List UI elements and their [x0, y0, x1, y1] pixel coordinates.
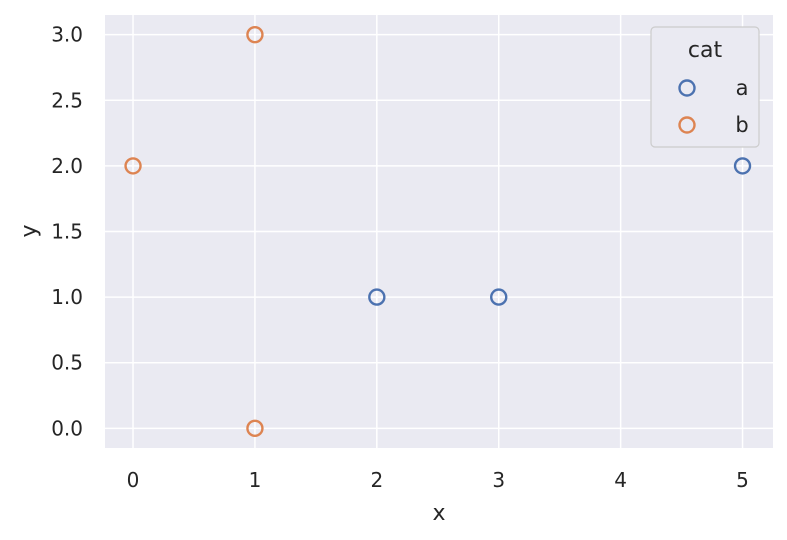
- data-point-a: [368, 288, 386, 306]
- legend-box: [650, 26, 760, 148]
- y-tick-label: 3.0: [51, 23, 83, 47]
- data-point-b: [246, 25, 264, 44]
- y-axis-label: y: [17, 224, 42, 237]
- y-tick-label: 0.5: [51, 351, 83, 375]
- grid: [105, 15, 773, 448]
- data-point-a: [490, 288, 508, 306]
- legend-label-b: b: [735, 113, 748, 137]
- data-point-b: [246, 419, 264, 438]
- y-tick-label: 1.0: [51, 285, 83, 309]
- data-points: [124, 25, 752, 438]
- y-tick-label: 2.5: [51, 88, 83, 112]
- x-tick-label: 2: [370, 468, 383, 492]
- legend-label-a: a: [736, 76, 749, 100]
- legend-marker-b: [678, 116, 696, 134]
- x-tick-label: 3: [492, 468, 505, 492]
- y-tick-label: 2.0: [51, 154, 83, 178]
- x-axis-label: x: [432, 501, 445, 526]
- tick-labels: 0 1 2 3 4 5 0.0 0.5 1.0 1.5 2.0 2.5 3.0: [51, 23, 749, 492]
- x-tick-label: 1: [249, 468, 262, 492]
- x-tick-label: 0: [127, 468, 140, 492]
- x-tick-label: 4: [614, 468, 627, 492]
- data-point-b: [124, 157, 142, 175]
- legend-title: cat: [688, 38, 723, 63]
- legend-marker-a: [678, 79, 696, 97]
- data-point-a: [733, 157, 752, 175]
- y-tick-label: 0.0: [51, 416, 83, 440]
- legend: cat ab: [650, 26, 760, 148]
- x-tick-label: 5: [736, 468, 749, 492]
- y-tick-label: 1.5: [51, 220, 83, 244]
